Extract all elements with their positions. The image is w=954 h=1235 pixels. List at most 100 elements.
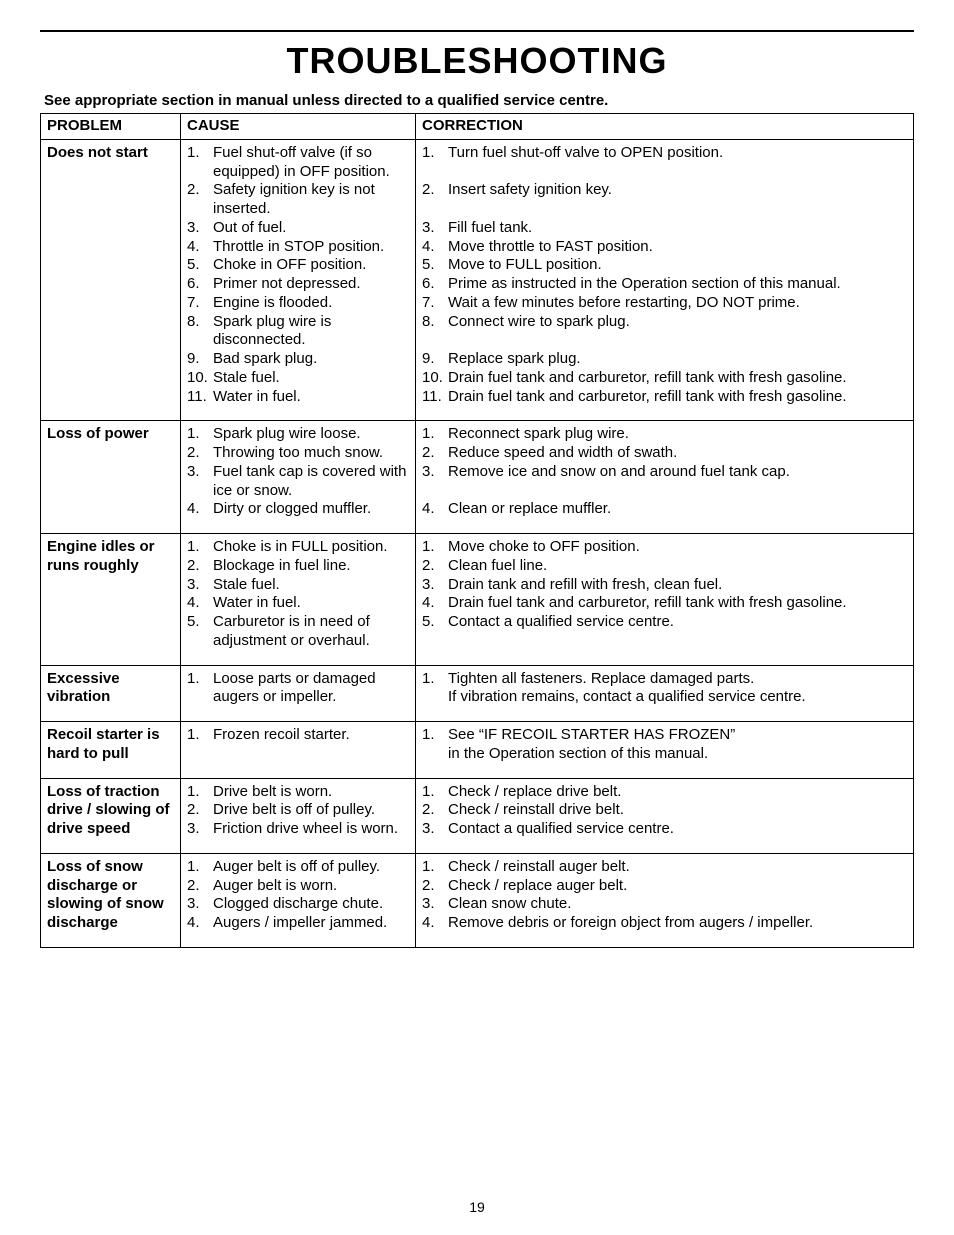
list-text: Clean or replace muffler.	[448, 500, 790, 519]
table-row: Loss of power1.Spark plug wire loose.2.T…	[41, 421, 914, 534]
problem-cell: Recoil starter is hard to pull	[41, 722, 181, 779]
list-number: 3.	[422, 219, 448, 238]
correction-item: 5.Contact a qualified service centre.	[422, 613, 847, 632]
list-number: 7.	[422, 294, 448, 313]
list-text: Augers / impeller jammed.	[213, 914, 387, 933]
list-number: 5.	[187, 613, 213, 651]
list-number: 1.	[187, 726, 213, 745]
list-number: 4.	[187, 594, 213, 613]
correction-item: 1.Turn fuel shut-off valve to OPEN posit…	[422, 144, 847, 182]
list-text: Clean fuel line.	[448, 557, 847, 576]
cause-cell: 1.Drive belt is worn.2.Drive belt is off…	[181, 778, 416, 853]
list-number: 1.	[422, 726, 448, 764]
col-header-cause: CAUSE	[181, 114, 416, 140]
list-text: Primer not depressed.	[213, 275, 409, 294]
cause-list: 1.Auger belt is off of pulley.2.Auger be…	[187, 858, 387, 933]
cause-list: 1.Choke is in FULL position.2.Blockage i…	[187, 538, 409, 651]
correction-item: 2.Clean fuel line.	[422, 557, 847, 576]
list-text: Auger belt is off of pulley.	[213, 858, 387, 877]
list-text: Turn fuel shut-off valve to OPEN positio…	[448, 144, 847, 182]
list-number: 10.	[422, 369, 448, 388]
list-text: Move to FULL position.	[448, 256, 847, 275]
list-text: Wait a few minutes before restarting, DO…	[448, 294, 847, 313]
problem-cell: Engine idles or runs roughly	[41, 534, 181, 666]
cause-list: 1.Loose parts or damaged augers or impel…	[187, 670, 409, 708]
table-row: Does not start1.Fuel shut-off valve (if …	[41, 139, 914, 421]
list-text: Drain fuel tank and carburetor, refill t…	[448, 594, 847, 613]
list-number: 3.	[187, 463, 213, 501]
cause-cell: 1.Loose parts or damaged augers or impel…	[181, 665, 416, 722]
list-number: 4.	[187, 238, 213, 257]
list-number: 9.	[187, 350, 213, 369]
cause-item: 1.Drive belt is worn.	[187, 783, 398, 802]
list-number: 5.	[422, 256, 448, 275]
list-number: 1.	[422, 538, 448, 557]
list-number: 2.	[187, 801, 213, 820]
list-text: Dirty or clogged muffler.	[213, 500, 409, 519]
page-subtitle: See appropriate section in manual unless…	[44, 92, 914, 109]
correction-item: 3.Remove ice and snow on and around fuel…	[422, 463, 790, 501]
list-number: 1.	[422, 144, 448, 182]
list-text: Spark plug wire loose.	[213, 425, 409, 444]
problem-cell: Loss of power	[41, 421, 181, 534]
list-text: Carburetor is in need of adjustment or o…	[213, 613, 409, 651]
cause-cell: 1.Fuel shut-off valve (if so equipped) i…	[181, 139, 416, 421]
table-row: Excessive vibration1.Loose parts or dama…	[41, 665, 914, 722]
correction-cell: 1.Move choke to OFF position.2.Clean fue…	[416, 534, 914, 666]
correction-item: 4.Move throttle to FAST position.	[422, 238, 847, 257]
list-text: Contact a qualified service centre.	[448, 820, 674, 839]
correction-item: 10.Drain fuel tank and carburetor, refil…	[422, 369, 847, 388]
list-number: 4.	[422, 500, 448, 519]
list-text: Prime as instructed in the Operation sec…	[448, 275, 847, 294]
list-text: Fuel tank cap is covered with ice or sno…	[213, 463, 409, 501]
cause-list: 1.Drive belt is worn.2.Drive belt is off…	[187, 783, 398, 839]
list-text: Drain fuel tank and carburetor, refill t…	[448, 388, 847, 407]
col-header-correction: CORRECTION	[416, 114, 914, 140]
correction-item: 1.Reconnect spark plug wire.	[422, 425, 790, 444]
table-row: Loss of snow discharge or slowing of sno…	[41, 853, 914, 947]
list-text: Out of fuel.	[213, 219, 409, 238]
cause-item: 3.Friction drive wheel is worn.	[187, 820, 398, 839]
list-text: Insert safety ignition key.	[448, 181, 847, 219]
list-text: Blockage in fuel line.	[213, 557, 409, 576]
list-number: 2.	[187, 181, 213, 219]
list-number: 4.	[422, 594, 448, 613]
cause-cell: 1.Choke is in FULL position.2.Blockage i…	[181, 534, 416, 666]
table-row: Engine idles or runs roughly1.Choke is i…	[41, 534, 914, 666]
problem-cell: Loss of traction drive / slowing of driv…	[41, 778, 181, 853]
correction-item: 3.Fill fuel tank.	[422, 219, 847, 238]
problem-cell: Excessive vibration	[41, 665, 181, 722]
list-text: Move throttle to FAST position.	[448, 238, 847, 257]
list-number: 2.	[422, 877, 448, 896]
list-number: 1.	[187, 144, 213, 182]
list-number: 1.	[422, 670, 448, 708]
correction-cell: 1.Turn fuel shut-off valve to OPEN posit…	[416, 139, 914, 421]
correction-item: 5.Move to FULL position.	[422, 256, 847, 275]
list-number: 9.	[422, 350, 448, 369]
list-number: 3.	[187, 576, 213, 595]
troubleshooting-table: PROBLEM CAUSE CORRECTION Does not start1…	[40, 113, 914, 948]
page-title: TROUBLESHOOTING	[40, 40, 914, 82]
list-text: Engine is flooded.	[213, 294, 409, 313]
list-text: Contact a qualified service centre.	[448, 613, 847, 632]
list-number: 1.	[187, 858, 213, 877]
list-text: Move choke to OFF position.	[448, 538, 847, 557]
table-row: Loss of traction drive / slowing of driv…	[41, 778, 914, 853]
correction-list: 1.Check / replace drive belt.2.Check / r…	[422, 783, 674, 839]
list-number: 6.	[187, 275, 213, 294]
list-number: 3.	[422, 463, 448, 501]
list-text: Check / reinstall drive belt.	[448, 801, 674, 820]
correction-item: 3.Contact a qualified service centre.	[422, 820, 674, 839]
list-text: Water in fuel.	[213, 594, 409, 613]
cause-item: 3.Clogged discharge chute.	[187, 895, 387, 914]
list-text: Drain fuel tank and carburetor, refill t…	[448, 369, 847, 388]
list-text: Check / reinstall auger belt.	[448, 858, 813, 877]
list-text: Stale fuel.	[213, 576, 409, 595]
list-number: 8.	[187, 313, 213, 351]
correction-cell: 1.Check / replace drive belt.2.Check / r…	[416, 778, 914, 853]
cause-item: 4.Water in fuel.	[187, 594, 409, 613]
list-text: Drain tank and refill with fresh, clean …	[448, 576, 847, 595]
list-number: 6.	[422, 275, 448, 294]
correction-list: 1.Turn fuel shut-off valve to OPEN posit…	[422, 144, 847, 407]
cause-cell: 1.Spark plug wire loose.2.Throwing too m…	[181, 421, 416, 534]
